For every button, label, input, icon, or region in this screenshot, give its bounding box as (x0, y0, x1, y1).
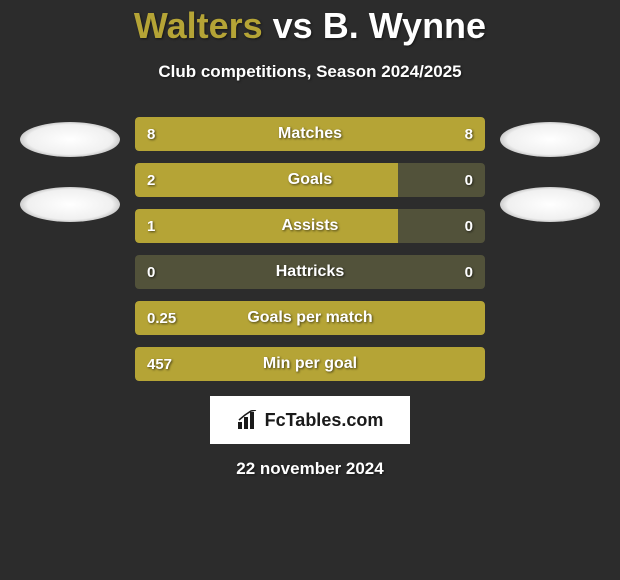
date-text: 22 november 2024 (0, 459, 620, 479)
stat-label: Goals (135, 171, 485, 189)
stat-bar: 457Min per goal (135, 347, 485, 381)
chart-icon (237, 410, 259, 430)
logo-text: FcTables.com (265, 410, 384, 431)
avatar-placeholder (500, 187, 600, 222)
fctables-logo: FcTables.com (210, 396, 410, 444)
player2-avatar-col (500, 117, 600, 222)
stat-label: Assists (135, 217, 485, 235)
avatar-placeholder (20, 122, 120, 157)
stat-label: Hattricks (135, 263, 485, 281)
stat-bar: 2Goals0 (135, 163, 485, 197)
stat-bar: 1Assists0 (135, 209, 485, 243)
player1-name: Walters (134, 5, 263, 46)
stat-value-right: 0 (465, 218, 473, 235)
player2-name: B. Wynne (323, 5, 486, 46)
subtitle: Club competitions, Season 2024/2025 (0, 62, 620, 82)
stat-bar: 8Matches8 (135, 117, 485, 151)
stat-value-right: 0 (465, 264, 473, 281)
stat-label: Goals per match (135, 309, 485, 327)
stat-label: Min per goal (135, 355, 485, 373)
stat-value-right: 0 (465, 172, 473, 189)
comparison-infographic: Walters vs B. Wynne Club competitions, S… (0, 0, 620, 580)
page-title: Walters vs B. Wynne (0, 5, 620, 47)
avatar-placeholder (500, 122, 600, 157)
stat-bars: 8Matches82Goals01Assists00Hattricks00.25… (135, 117, 485, 381)
stats-area: 8Matches82Goals01Assists00Hattricks00.25… (0, 117, 620, 381)
stat-label: Matches (135, 125, 485, 143)
vs-text: vs (273, 5, 313, 46)
stat-bar: 0Hattricks0 (135, 255, 485, 289)
stat-value-right: 8 (465, 126, 473, 143)
avatar-placeholder (20, 187, 120, 222)
player1-avatar-col (20, 117, 120, 222)
stat-bar: 0.25Goals per match (135, 301, 485, 335)
